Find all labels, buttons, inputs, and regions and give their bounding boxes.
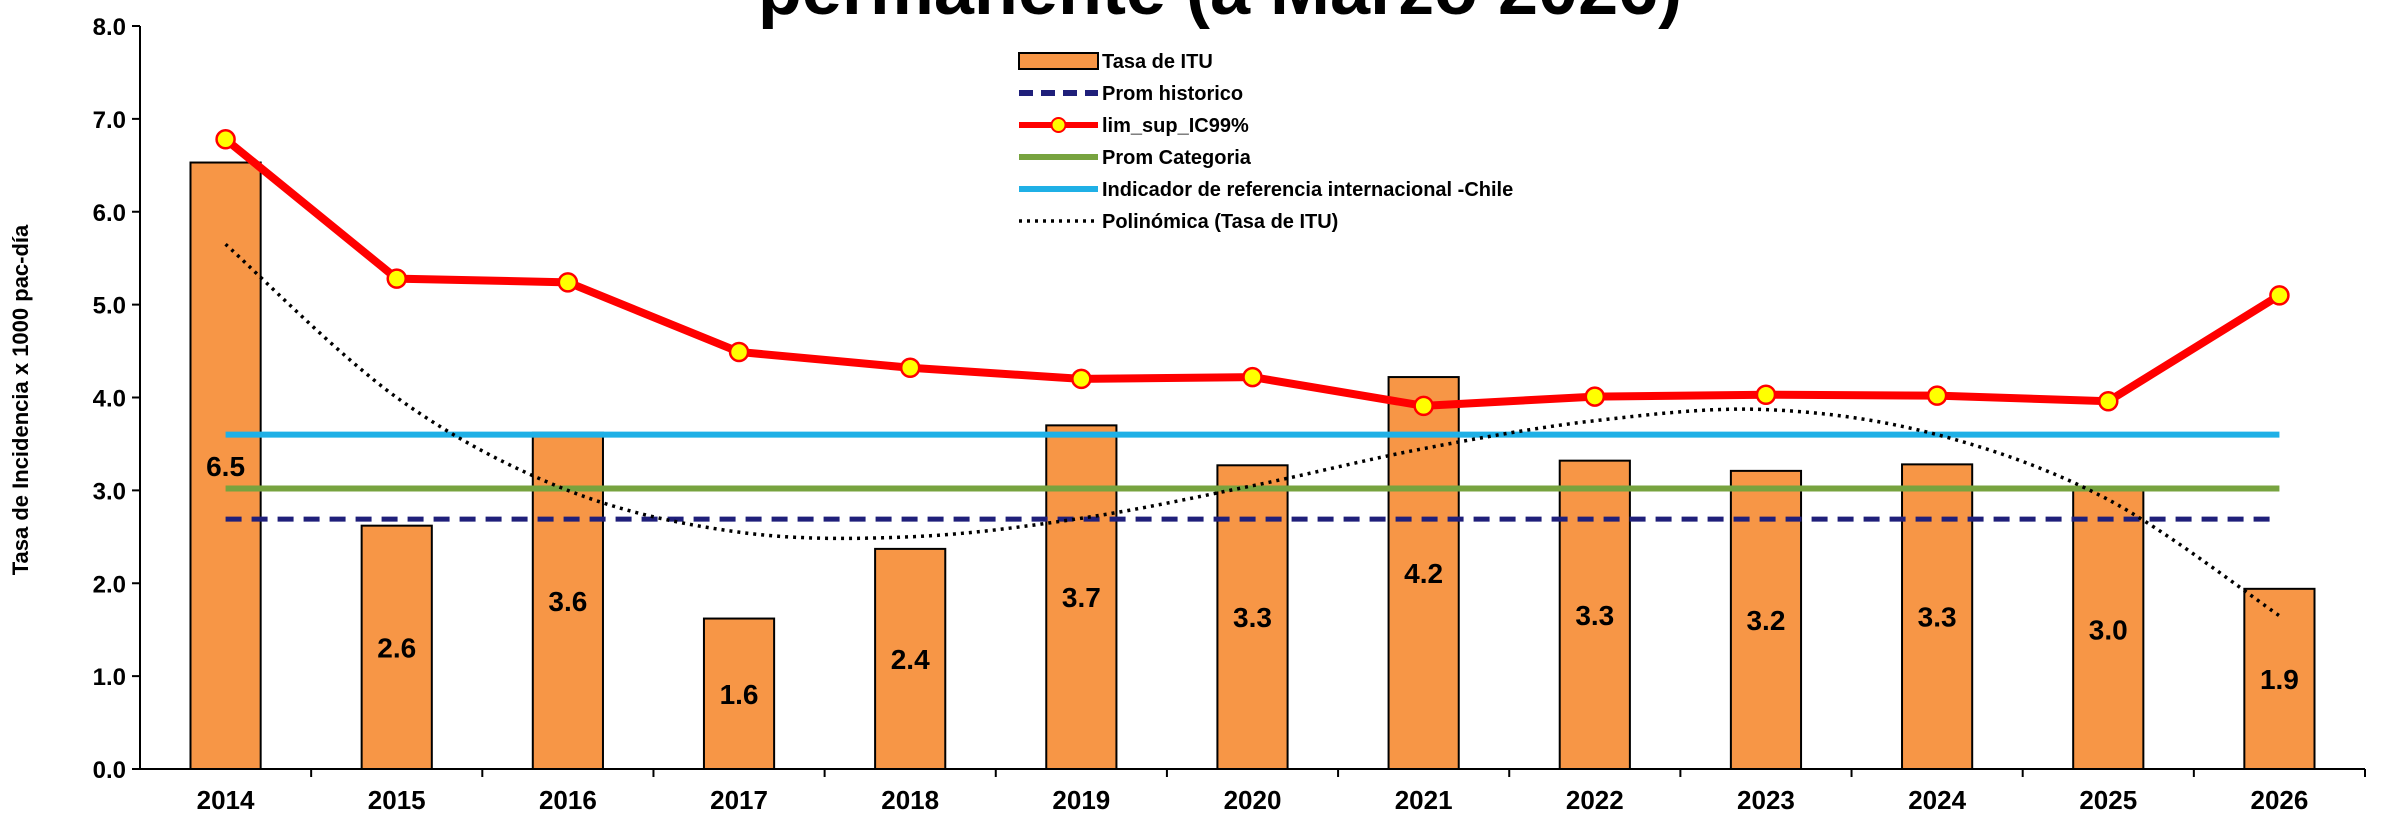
bar: [1045, 424, 1118, 770]
y-tick-label: 2.0: [93, 571, 126, 598]
data-label: 3.3: [1233, 602, 1272, 633]
legend-marker: [1050, 117, 1067, 133]
y-tick-label: 6.0: [93, 200, 126, 227]
bar: [1216, 464, 1289, 770]
point: [1071, 368, 1092, 390]
x-tick-label: 2024: [1908, 785, 1966, 815]
data-label: 3.0: [2089, 615, 2128, 646]
x-tick-label: 2017: [710, 785, 768, 815]
x-tick-label: 2021: [1395, 785, 1453, 815]
y-tick-label: 8.0: [93, 14, 126, 41]
bar: [2243, 587, 2316, 771]
legend-label: Prom historico: [1102, 83, 1243, 105]
y-axis-label: Tasa de Incidencia x 1000 pac-día: [8, 224, 33, 575]
chart-title: permanente (a Marzo 2026): [758, 0, 1682, 30]
bar: [2072, 489, 2145, 770]
x-tick-label: 2015: [368, 785, 426, 815]
bar: [702, 617, 776, 770]
point: [1242, 366, 1263, 388]
data-label: 1.6: [720, 679, 759, 710]
data-label: 3.6: [548, 586, 587, 617]
legend-label: Tasa de ITU: [1102, 51, 1213, 73]
x-tick-label: 2014: [197, 785, 255, 815]
x-tick-label: 2026: [2251, 785, 2309, 815]
y-tick-label: 3.0: [93, 478, 126, 505]
point: [386, 268, 407, 289]
data-label: 6.5: [206, 451, 245, 482]
data-label: 3.2: [1746, 605, 1785, 636]
x-tick-label: 2023: [1737, 785, 1795, 815]
data-label: 2.4: [891, 644, 930, 675]
bar: [1558, 459, 1631, 770]
y-tick-label: 5.0: [93, 293, 126, 320]
x-tick-label: 2016: [539, 785, 597, 815]
point: [1755, 384, 1777, 405]
x-tick-label: 2020: [1224, 785, 1282, 815]
legend-label: Indicador de referencia internacional -C…: [1102, 179, 1513, 201]
x-tick-label: 2018: [881, 785, 939, 815]
bar: [874, 547, 947, 770]
data-label: 1.9: [2260, 664, 2299, 695]
y-tick-label: 4.0: [93, 386, 126, 413]
point: [1584, 386, 1606, 407]
bar: [360, 524, 433, 770]
data-label: 3.7: [1062, 582, 1101, 613]
y-tick-label: 1.0: [93, 664, 126, 691]
y-tick-label: 7.0: [93, 107, 126, 134]
legend-label: Prom Categoria: [1102, 147, 1252, 169]
x-tick-label: 2022: [1566, 785, 1624, 815]
series-line: [224, 242, 2281, 618]
point: [557, 272, 579, 293]
point: [728, 341, 750, 363]
bar: [1387, 376, 1460, 770]
data-label: 4.2: [1404, 558, 1443, 589]
point: [2098, 390, 2119, 412]
point: [215, 129, 236, 150]
bar: [189, 161, 262, 770]
point: [1413, 395, 1434, 417]
data-label: 3.3: [1575, 600, 1614, 631]
legend-swatch: [1018, 52, 1099, 70]
y-tick-label: 0.0: [93, 757, 126, 784]
x-tick-label: 2019: [1052, 785, 1110, 815]
data-label: 3.3: [1918, 602, 1957, 633]
legend-label: Polinómica (Tasa de ITU): [1102, 211, 1338, 233]
point: [2269, 285, 2290, 306]
point: [1926, 385, 1948, 406]
data-label: 2.6: [377, 632, 416, 663]
x-tick-label: 2025: [2079, 785, 2137, 815]
point: [899, 357, 921, 379]
bar: [1901, 463, 1974, 770]
legend-label: lim_sup_IC99%: [1102, 115, 1249, 137]
